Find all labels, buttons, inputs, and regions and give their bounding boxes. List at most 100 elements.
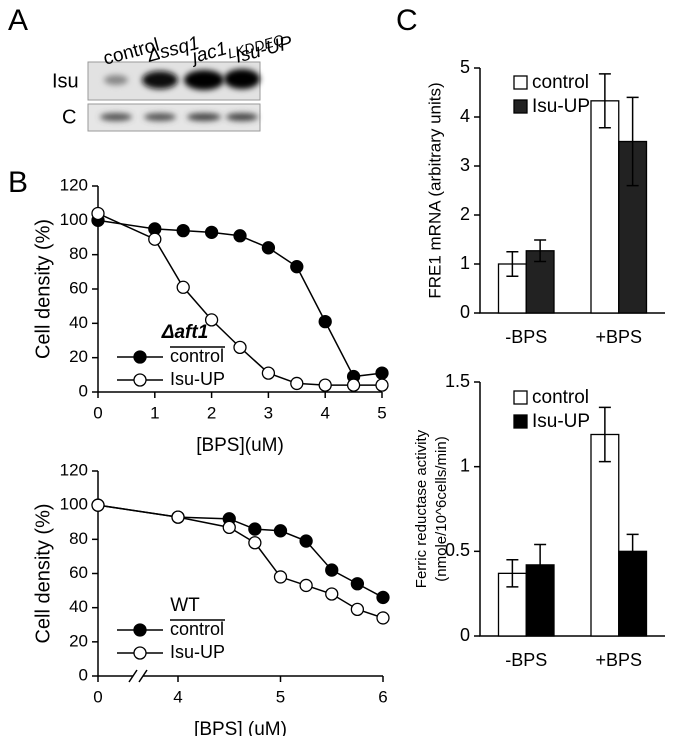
legend-marker xyxy=(133,350,147,364)
x-tick-label: 0 xyxy=(93,687,102,706)
legend-swatch xyxy=(513,75,528,90)
legend-title: Δaft1 xyxy=(161,322,209,343)
legend-label: Isu-UP xyxy=(532,411,590,432)
y-tick-label: 0.5 xyxy=(445,540,470,560)
marker xyxy=(261,241,276,255)
marker xyxy=(233,340,247,355)
y-axis-label: Cell density (%) xyxy=(32,503,54,643)
error-bar xyxy=(598,73,611,129)
x-axis-label: [BPS](uM) xyxy=(196,435,284,456)
x-tick-label: +BPS xyxy=(595,650,642,670)
y-tick-label: 0 xyxy=(79,665,88,684)
legend-swatch xyxy=(513,99,528,114)
marker xyxy=(204,313,219,327)
y-tick-label: 3 xyxy=(460,155,470,175)
marker xyxy=(376,611,390,625)
axis-break xyxy=(128,669,148,683)
marker xyxy=(325,587,339,601)
y-tick-label: 0 xyxy=(460,625,470,645)
x-tick-label: 5 xyxy=(276,687,285,706)
marker xyxy=(350,602,365,617)
y-tick-label: 1.5 xyxy=(445,371,470,391)
marker xyxy=(176,223,190,238)
series-line xyxy=(97,504,384,599)
error-bar xyxy=(534,239,547,263)
x-tick-label: 5 xyxy=(377,403,386,422)
x-tick-label: 2 xyxy=(207,403,216,422)
legend-swatch xyxy=(513,390,528,405)
marker xyxy=(148,232,162,246)
marker xyxy=(350,577,365,591)
marker xyxy=(222,520,236,535)
x-tick-label: 4 xyxy=(173,687,182,706)
marker xyxy=(273,570,288,584)
y-tick-label: 20 xyxy=(69,631,88,650)
marker xyxy=(375,378,389,392)
error-bar xyxy=(534,543,547,586)
marker xyxy=(171,510,185,524)
legend-marker xyxy=(133,646,147,660)
y-tick-label: 40 xyxy=(69,597,88,616)
x-tick-label: 1 xyxy=(150,403,159,422)
blot xyxy=(87,61,261,132)
y-axis-label: (nmole/10^6cells/min) xyxy=(433,436,450,581)
y-tick-label: 40 xyxy=(69,313,88,332)
y-tick-label: 2 xyxy=(460,204,470,224)
y-tick-label: 4 xyxy=(460,106,470,126)
series-line xyxy=(97,219,383,378)
y-tick-label: 100 xyxy=(60,495,88,514)
marker xyxy=(376,590,390,605)
marker xyxy=(346,378,361,392)
panel-label: C xyxy=(396,4,418,37)
marker xyxy=(299,534,313,548)
x-tick-label: +BPS xyxy=(595,327,642,347)
y-tick-label: 60 xyxy=(69,278,88,297)
y-tick-label: 120 xyxy=(60,175,88,194)
x-tick-label: -BPS xyxy=(505,650,547,670)
y-tick-label: 5 xyxy=(460,57,470,77)
y-tick-label: 1 xyxy=(460,455,470,475)
marker xyxy=(204,225,219,240)
legend-title: WT xyxy=(170,595,200,616)
marker xyxy=(290,376,304,391)
error-bar xyxy=(626,96,639,187)
x-tick-label: 0 xyxy=(93,403,102,422)
x-tick-label: 3 xyxy=(264,403,273,422)
y-tick-label: 80 xyxy=(69,244,88,263)
x-tick-label: 4 xyxy=(320,403,329,422)
legend-label: Isu-UP xyxy=(532,96,590,117)
y-tick-label: 0 xyxy=(460,302,470,322)
marker xyxy=(261,366,276,380)
legend-label: Isu-UP xyxy=(170,369,225,389)
marker xyxy=(318,378,332,392)
marker xyxy=(176,280,190,294)
error-bar xyxy=(626,533,639,570)
y-axis-label: Cell density (%) xyxy=(32,219,54,359)
series-line xyxy=(97,504,384,619)
error-bar xyxy=(598,406,611,463)
marker xyxy=(91,498,105,512)
row-label: Isu xyxy=(52,70,79,92)
y-tick-label: 1 xyxy=(460,253,470,273)
y-axis-label: Ferric reductase activity xyxy=(413,429,430,588)
bar xyxy=(590,433,620,637)
panel-label: A xyxy=(8,4,28,37)
y-tick-label: 20 xyxy=(69,347,88,366)
y-tick-label: 0 xyxy=(79,381,88,400)
y-tick-label: 80 xyxy=(69,529,88,548)
y-tick-label: 100 xyxy=(60,210,88,229)
legend-marker xyxy=(133,373,147,387)
marker xyxy=(299,578,313,593)
marker xyxy=(248,522,262,536)
legend-label: control xyxy=(170,346,224,366)
marker xyxy=(325,563,339,577)
x-tick-label: 6 xyxy=(378,687,387,706)
marker xyxy=(290,260,304,274)
marker xyxy=(318,314,332,329)
marker xyxy=(273,524,288,538)
legend-label: control xyxy=(532,72,589,93)
error-bar xyxy=(506,251,519,277)
legend-label: Isu-UP xyxy=(170,642,225,662)
legend-label: control xyxy=(532,387,589,408)
